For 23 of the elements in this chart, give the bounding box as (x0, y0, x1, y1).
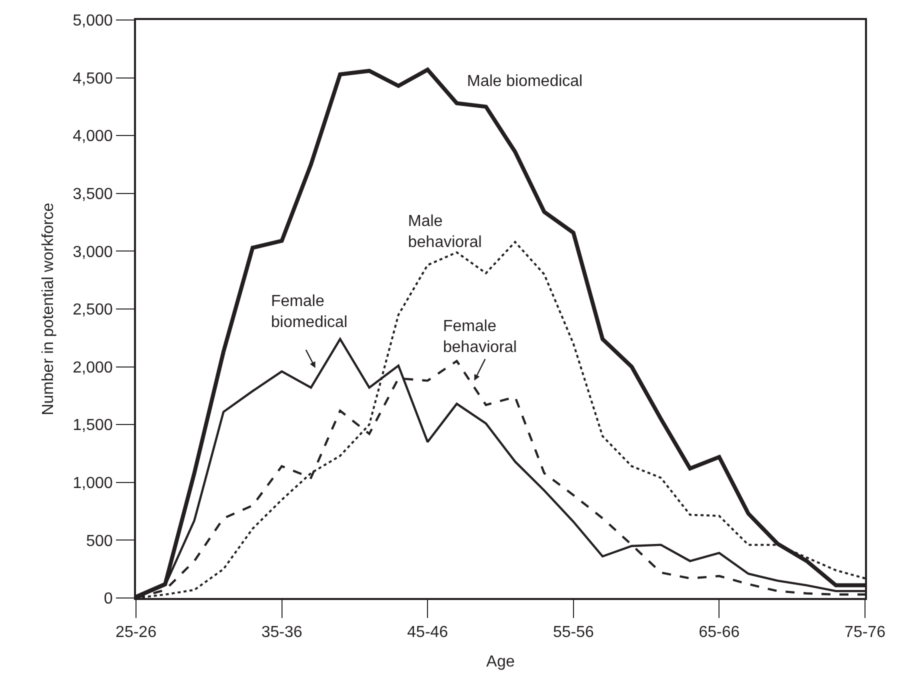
y-tick-label: 4,500 (72, 70, 113, 88)
y-tick-label: 1,000 (72, 475, 113, 492)
y-axis-title: Number in potential workforce (40, 202, 58, 416)
series-label: Female biomedical (271, 293, 348, 331)
y-tick-label: 4,000 (72, 128, 113, 146)
series-label: Female behavioral (443, 318, 517, 356)
y-tick-label: 3,000 (72, 244, 113, 261)
x-tick-label: 65-66 (698, 624, 740, 642)
y-tick-label: 500 (86, 532, 113, 550)
x-tick-label: 55-56 (552, 624, 594, 642)
y-tick-label: 2,000 (72, 359, 113, 376)
series-label: Male behavioral (408, 213, 482, 251)
y-tick-label: 5,000 (72, 12, 113, 30)
series-label: Male biomedical (467, 73, 583, 90)
y-tick-label: 2,500 (72, 302, 113, 319)
y-tick-label: 1,500 (72, 417, 113, 434)
x-tick-label: 45-46 (407, 624, 448, 642)
x-tick-label: 35-36 (261, 624, 302, 642)
y-tick-label: 3,500 (72, 186, 113, 203)
x-axis-title: Age (486, 653, 515, 670)
y-tick-label: 0 (104, 590, 113, 608)
x-tick-label: 75-76 (844, 624, 886, 642)
x-tick-label: 25-26 (116, 624, 157, 642)
